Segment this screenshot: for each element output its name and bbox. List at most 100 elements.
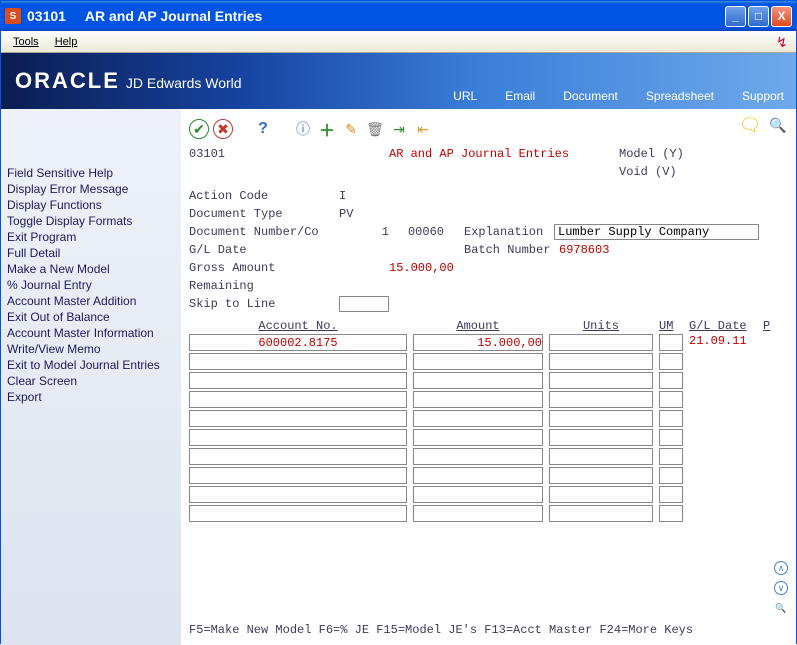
grid-um-input[interactable] bbox=[659, 372, 683, 389]
export-icon[interactable]: ⇥ bbox=[389, 119, 409, 139]
grid-units-input[interactable] bbox=[549, 372, 653, 389]
col-account: Account No. bbox=[189, 319, 407, 333]
close-button[interactable]: X bbox=[771, 6, 792, 27]
grid-um-input[interactable] bbox=[659, 448, 683, 465]
edit-icon[interactable]: ✎ bbox=[341, 119, 361, 139]
sidebar-item-1[interactable]: Display Error Message bbox=[5, 181, 177, 197]
sidebar-item-12[interactable]: Exit to Model Journal Entries bbox=[5, 357, 177, 373]
grid-account-input[interactable] bbox=[189, 505, 407, 522]
ok-icon[interactable]: ✔ bbox=[189, 119, 209, 139]
grid-p-value bbox=[763, 505, 777, 523]
grid-account-input[interactable] bbox=[189, 448, 407, 465]
grid-amount-input[interactable] bbox=[413, 410, 543, 427]
gl-date-label: G/L Date bbox=[189, 243, 464, 257]
banner-link-email[interactable]: Email bbox=[505, 89, 535, 103]
grid-amount-input[interactable] bbox=[413, 353, 543, 370]
grid-um-input[interactable] bbox=[659, 391, 683, 408]
grid-units-input[interactable] bbox=[549, 467, 653, 484]
grid-amount-input[interactable] bbox=[413, 505, 543, 522]
cancel-icon[interactable]: ✖ bbox=[213, 119, 233, 139]
grid-units-input[interactable] bbox=[549, 448, 653, 465]
grid-p-value bbox=[763, 334, 777, 352]
grid-units-input[interactable] bbox=[549, 486, 653, 503]
help-icon[interactable]: ? bbox=[253, 119, 273, 139]
sidebar-item-10[interactable]: Account Master Information bbox=[5, 325, 177, 341]
sidebar-item-3[interactable]: Toggle Display Formats bbox=[5, 213, 177, 229]
grid-units-input[interactable] bbox=[549, 391, 653, 408]
grid-amount-input[interactable] bbox=[413, 334, 543, 351]
grid-units-input[interactable] bbox=[549, 353, 653, 370]
grid-um-input[interactable] bbox=[659, 467, 683, 484]
grid-um-input[interactable] bbox=[659, 410, 683, 427]
search-icon[interactable]: 🔍 bbox=[768, 115, 788, 135]
sidebar-item-9[interactable]: Exit Out of Balance bbox=[5, 309, 177, 325]
skip-input[interactable] bbox=[339, 296, 389, 312]
grid-units-input[interactable] bbox=[549, 505, 653, 522]
grid-units-input[interactable] bbox=[549, 334, 653, 351]
banner-link-support[interactable]: Support bbox=[742, 89, 784, 103]
import-icon[interactable]: ⇤ bbox=[413, 119, 433, 139]
grid-account-input[interactable] bbox=[189, 334, 407, 351]
window-titlebar: S 03101 AR and AP Journal Entries _ □ X bbox=[1, 1, 796, 31]
grid-amount-input[interactable] bbox=[413, 391, 543, 408]
grid-amount-input[interactable] bbox=[413, 448, 543, 465]
menu-help[interactable]: Help bbox=[47, 34, 86, 50]
add-icon[interactable]: ＋ bbox=[317, 119, 337, 139]
doc-num-label: Document Number/Co bbox=[189, 225, 339, 239]
sidebar-item-8[interactable]: Account Master Addition bbox=[5, 293, 177, 309]
grid-account-input[interactable] bbox=[189, 391, 407, 408]
batch-label: Batch Number bbox=[464, 243, 559, 257]
sidebar-item-14[interactable]: Export bbox=[5, 389, 177, 405]
info-icon[interactable]: ⓘ bbox=[293, 119, 313, 139]
scroll-up-icon[interactable]: ∧ bbox=[774, 561, 788, 575]
delete-icon[interactable]: 🗑 bbox=[365, 119, 385, 139]
grid-um-input[interactable] bbox=[659, 353, 683, 370]
function-keys: F5=Make New Model F6=% JE F15=Model JE's… bbox=[189, 623, 788, 637]
menu-tools[interactable]: Tools bbox=[5, 34, 47, 50]
toolbar: ✔ ✖ ? ⓘ ＋ ✎ 🗑 ⇥ ⇤ bbox=[189, 115, 788, 143]
sidebar-item-5[interactable]: Full Detail bbox=[5, 245, 177, 261]
sidebar-item-2[interactable]: Display Functions bbox=[5, 197, 177, 213]
note-icon[interactable]: 🗨 bbox=[740, 115, 760, 135]
app-icon: S bbox=[5, 8, 21, 24]
grid-account-input[interactable] bbox=[189, 467, 407, 484]
grid-account-input[interactable] bbox=[189, 353, 407, 370]
grid-units-input[interactable] bbox=[549, 410, 653, 427]
remaining-label: Remaining bbox=[189, 279, 262, 293]
grid-um-input[interactable] bbox=[659, 334, 683, 351]
skip-label: Skip to Line bbox=[189, 297, 339, 311]
grid-p-value bbox=[763, 429, 777, 447]
grid-account-input[interactable] bbox=[189, 372, 407, 389]
sidebar-item-4[interactable]: Exit Program bbox=[5, 229, 177, 245]
grid-amount-input[interactable] bbox=[413, 372, 543, 389]
minimize-button[interactable]: _ bbox=[725, 6, 746, 27]
zoom-icon[interactable]: 🔍 bbox=[774, 601, 788, 615]
grid-gldate-value bbox=[689, 505, 759, 523]
sidebar-item-7[interactable]: % Journal Entry bbox=[5, 277, 177, 293]
oracle-corner-icon[interactable]: ↯ bbox=[776, 34, 790, 48]
grid-row bbox=[189, 486, 788, 504]
explanation-input[interactable] bbox=[554, 224, 759, 240]
sidebar-item-6[interactable]: Make a New Model bbox=[5, 261, 177, 277]
grid-amount-input[interactable] bbox=[413, 467, 543, 484]
scroll-down-icon[interactable]: ∨ bbox=[774, 581, 788, 595]
grid-row bbox=[189, 467, 788, 485]
grid-units-input[interactable] bbox=[549, 429, 653, 446]
grid-account-input[interactable] bbox=[189, 410, 407, 427]
grid-gldate-value bbox=[689, 486, 759, 504]
maximize-button[interactable]: □ bbox=[748, 6, 769, 27]
banner-link-spreadsheet[interactable]: Spreadsheet bbox=[646, 89, 714, 103]
sidebar-item-13[interactable]: Clear Screen bbox=[5, 373, 177, 389]
grid-account-input[interactable] bbox=[189, 429, 407, 446]
grid-um-input[interactable] bbox=[659, 486, 683, 503]
grid-amount-input[interactable] bbox=[413, 486, 543, 503]
banner-link-url[interactable]: URL bbox=[453, 89, 477, 103]
grid-um-input[interactable] bbox=[659, 429, 683, 446]
grid-um-input[interactable] bbox=[659, 505, 683, 522]
grid-account-input[interactable] bbox=[189, 486, 407, 503]
banner-link-document[interactable]: Document bbox=[563, 89, 618, 103]
sidebar-item-11[interactable]: Write/View Memo bbox=[5, 341, 177, 357]
sidebar-item-0[interactable]: Field Sensitive Help bbox=[5, 165, 177, 181]
grid-p-value bbox=[763, 410, 777, 428]
grid-amount-input[interactable] bbox=[413, 429, 543, 446]
